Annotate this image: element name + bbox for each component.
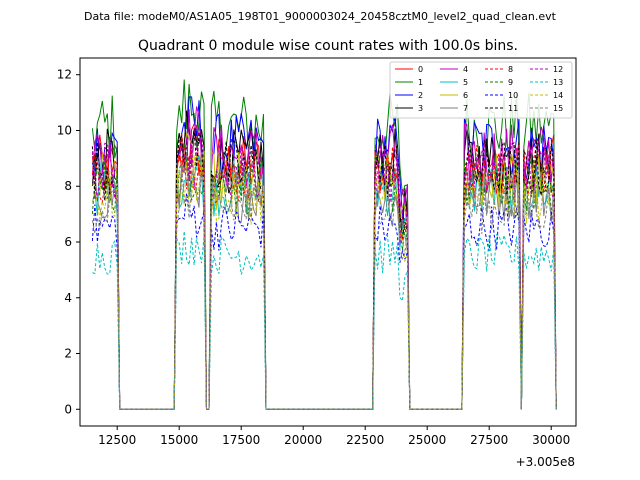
legend-label-15: 15 (553, 104, 563, 113)
y-tick-label: 4 (64, 291, 72, 305)
x-tick-label: 27500 (470, 433, 508, 447)
x-axis: 12500 15000 17500 20000 22500 25000 27500 30000 (98, 426, 570, 447)
y-tick-label: 8 (64, 179, 72, 193)
x-tick-label: 25000 (408, 433, 446, 447)
y-axis: 0 2 4 6 8 10 12 (57, 68, 80, 416)
series-line-15 (91, 166, 557, 410)
x-tick-label: 20000 (284, 433, 322, 447)
legend-label-2: 2 (418, 91, 423, 100)
legend-label-8: 8 (508, 65, 513, 74)
legend-label-14: 14 (553, 91, 563, 100)
x-tick-label: 15000 (160, 433, 198, 447)
legend-label-4: 4 (463, 65, 468, 74)
series-line-14 (91, 155, 557, 410)
legend-label-10: 10 (508, 91, 518, 100)
y-tick-label: 0 (64, 402, 72, 416)
y-tick-label: 12 (57, 68, 72, 82)
series-line-5 (91, 155, 557, 410)
y-tick-label: 6 (64, 235, 72, 249)
legend-label-9: 9 (508, 78, 513, 87)
x-tick-label: 17500 (222, 433, 260, 447)
legend-label-6: 6 (463, 91, 468, 100)
legend-label-3: 3 (418, 104, 423, 113)
x-offset-label: +3.005e8 (516, 455, 575, 469)
legend-label-1: 1 (418, 78, 423, 87)
y-tick-label: 2 (64, 347, 72, 361)
legend-label-11: 11 (508, 104, 518, 113)
legend-label-0: 0 (418, 65, 423, 74)
chart-suptitle: Data file: modeM0/AS1A05_198T01_90000030… (84, 10, 557, 23)
series-line-13 (92, 231, 557, 410)
legend-label-5: 5 (463, 78, 468, 87)
legend-box (389, 61, 573, 119)
series-layer (91, 79, 557, 410)
legend-label-12: 12 (553, 65, 563, 74)
y-tick-label: 10 (57, 123, 72, 137)
x-tick-label: 30000 (532, 433, 570, 447)
legend-label-7: 7 (463, 104, 468, 113)
legend-label-13: 13 (553, 78, 563, 87)
chart-title: Quadrant 0 module wise count rates with … (138, 38, 518, 54)
x-tick-label: 12500 (98, 433, 136, 447)
x-tick-label: 22500 (346, 433, 384, 447)
series-line-10 (91, 193, 557, 410)
